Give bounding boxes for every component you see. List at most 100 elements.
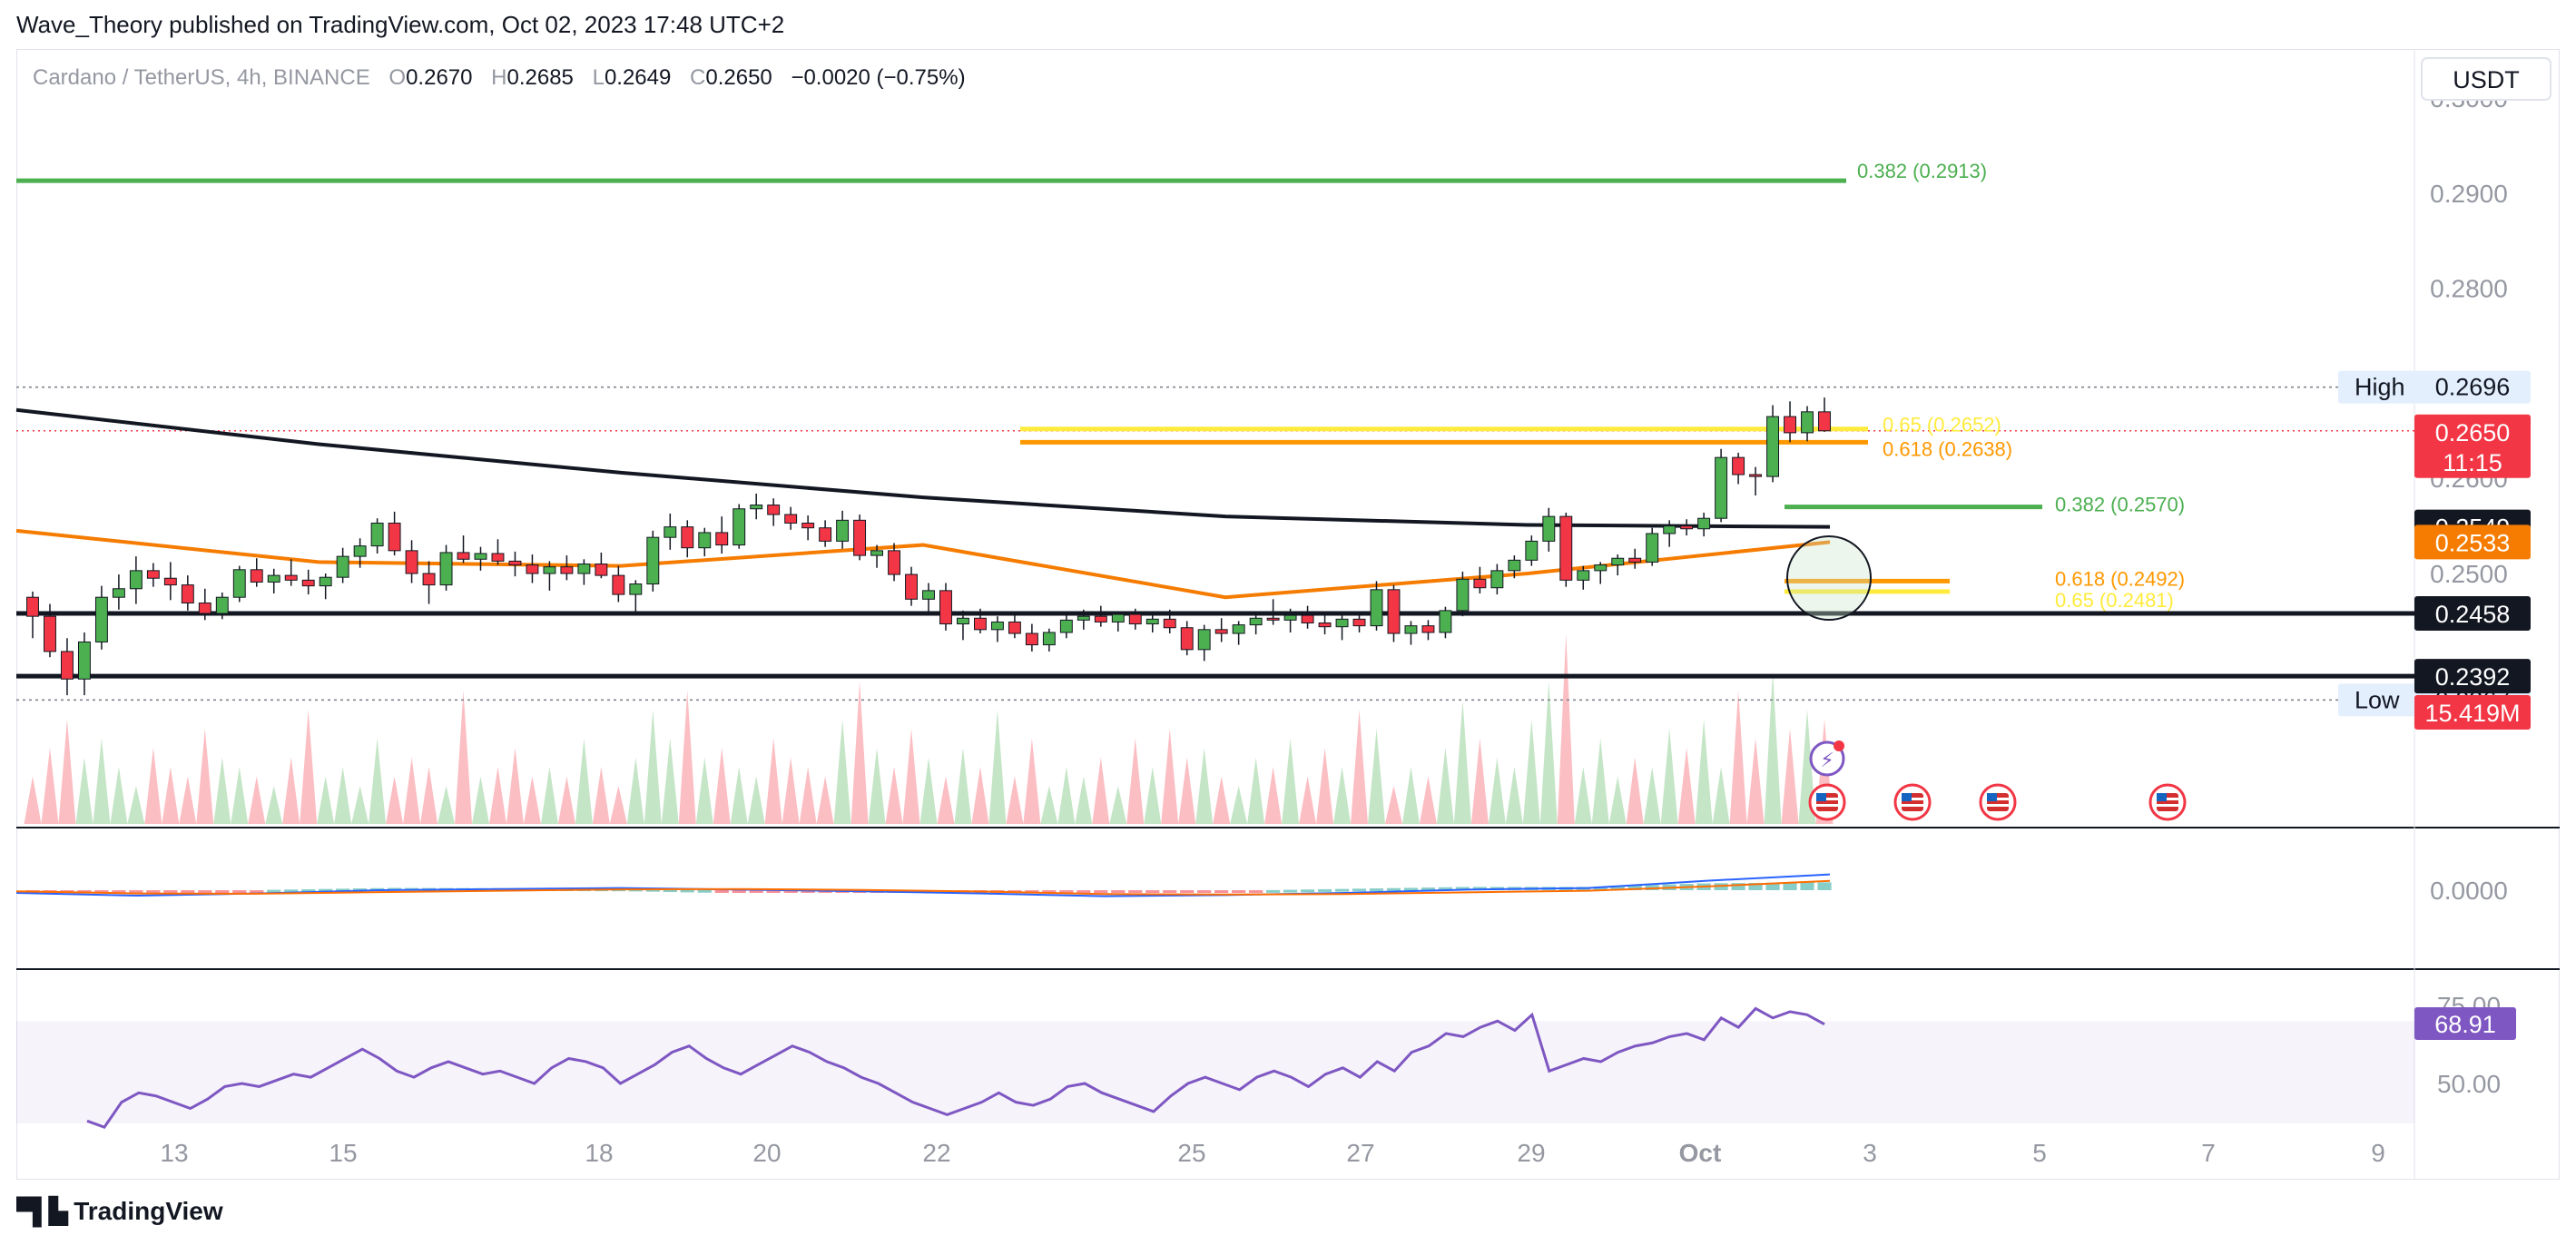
ema-long-line[interactable] <box>15 407 1831 529</box>
macd-histogram-bar <box>250 890 264 893</box>
candle-body <box>853 519 867 556</box>
candle-body <box>1801 411 1814 434</box>
fib-levels[interactable]: 0.382 (0.2913) 0.65 (0.2652)0.618 (0.2638… <box>16 160 2185 612</box>
candle-body <box>870 550 884 556</box>
volume-bar <box>162 767 180 824</box>
volume-bar <box>695 757 713 824</box>
candle-body <box>1628 557 1642 563</box>
candle-body <box>750 505 763 510</box>
volume-bar <box>110 767 128 824</box>
volume-bar <box>1299 776 1317 824</box>
time-tick-label: 5 <box>2032 1139 2047 1167</box>
high-tag-bg <box>2338 370 2531 404</box>
time-axis[interactable]: 13 15 18 20 22 25 27 29 Oct 3 5 7 9 <box>160 1139 2384 1167</box>
macd-signal-line[interactable] <box>15 879 1831 896</box>
volume-bar <box>782 757 800 824</box>
candle-body <box>836 519 850 542</box>
volume-tag-bg <box>2414 695 2531 730</box>
volume-bar <box>265 786 283 824</box>
candle-body <box>1663 525 1676 534</box>
volume-bar <box>678 691 696 824</box>
lightning-glyph: ⚡ <box>1820 750 1834 772</box>
candle-body <box>112 588 125 598</box>
macd-histogram-bar <box>1145 890 1160 893</box>
candle-body <box>905 573 918 600</box>
candle-body <box>1180 627 1194 651</box>
volume-bar <box>1040 786 1058 824</box>
time-tick-label: 29 <box>1517 1139 1545 1167</box>
candle-body <box>336 555 349 578</box>
macd-histogram-bar <box>301 888 316 892</box>
us-flag-icon[interactable] <box>1979 783 2017 821</box>
macd-histogram-bar <box>1317 888 1332 892</box>
price-tick-label: 0.2900 <box>2430 180 2508 208</box>
rsi-line[interactable] <box>86 1006 1825 1129</box>
volume-bar <box>523 776 541 824</box>
candle-body <box>801 522 815 529</box>
legend-c-value: 0.2650 <box>705 65 772 90</box>
macd-histogram-bar <box>663 889 677 893</box>
volume-bar <box>988 710 1007 824</box>
volume-bar <box>93 738 111 824</box>
candle-body <box>990 621 1004 631</box>
support-1-tag-bg <box>2414 596 2531 632</box>
volume-bar <box>1161 729 1179 824</box>
macd-histogram-bar <box>1042 890 1057 893</box>
ema-short-line[interactable] <box>15 528 1831 600</box>
candle-body <box>1214 629 1228 634</box>
candle-body <box>1042 632 1056 646</box>
us-flag-icon[interactable] <box>2148 783 2187 821</box>
macd-histogram-bar <box>1283 889 1298 893</box>
tradingview-mark-icon: ▀▌▙ <box>16 1197 68 1225</box>
candle-body <box>1301 614 1314 623</box>
candle-body <box>543 566 556 574</box>
candle-body <box>1128 613 1142 625</box>
volume-bar <box>506 748 524 824</box>
macd-histogram-bar <box>1386 887 1401 891</box>
macd-histogram-bar <box>198 890 212 893</box>
volume-bar <box>1712 767 1730 824</box>
volume-bar <box>1436 748 1454 824</box>
candle-body <box>1456 578 1470 612</box>
legend: Cardano / TetherUS, 4h, BINANCE O0.2670 … <box>33 65 966 90</box>
ema-short-tag-text: 0.2533 <box>2435 529 2511 556</box>
candle-body <box>267 574 280 583</box>
fib-level-label: 0.382 (0.2913) <box>1857 160 1987 182</box>
candle-body <box>77 641 91 680</box>
volume-bar <box>1643 767 1661 824</box>
macd-histogram-bar <box>1094 890 1108 893</box>
macd-histogram-bar <box>215 890 230 893</box>
support-2-tag-bg <box>2414 659 2531 694</box>
legend-symbol: Cardano / TetherUS, 4h, BINANCE <box>33 65 370 90</box>
volume-bar <box>1264 767 1283 824</box>
candle-body <box>1766 416 1780 477</box>
macd-histogram-bar <box>319 888 333 892</box>
us-flag-icon[interactable] <box>1893 783 1932 821</box>
candle-body <box>1370 589 1383 627</box>
lightning-icon[interactable] <box>1809 740 1845 777</box>
volume-bar <box>1608 776 1627 824</box>
macd-histogram-bar <box>1180 890 1195 893</box>
volume-bar <box>41 748 59 824</box>
volume-bar <box>1677 748 1696 824</box>
candle-body <box>181 584 194 603</box>
volume-bar <box>488 767 506 824</box>
price-axis[interactable]: 0.30000.29000.28000.26000.25000.000075.0… <box>2430 84 2508 1098</box>
event-icons[interactable]: ⚡ <box>1808 740 2187 821</box>
candle-body <box>1490 570 1504 589</box>
legend-c-label: C <box>690 65 705 90</box>
macd-histogram-bar <box>146 890 161 893</box>
volume-tag-text: 15.419M <box>2424 700 2520 727</box>
annotation-circle[interactable] <box>1786 535 1872 621</box>
volume-bar <box>1574 767 1592 824</box>
tradingview-logo[interactable]: ▀▌▙ TradingView <box>16 1196 223 1226</box>
us-flag-icon[interactable] <box>1808 783 1846 821</box>
fib-level-label: 0.618 (0.2492) <box>2055 567 2185 590</box>
candle-body <box>1421 625 1435 633</box>
currency-button[interactable]: USDT <box>2421 57 2551 101</box>
candle-body <box>1404 625 1418 634</box>
macd-histogram-bar <box>1610 886 1625 890</box>
macd-line[interactable] <box>15 873 1831 897</box>
notification-dot-icon <box>1834 740 1844 751</box>
